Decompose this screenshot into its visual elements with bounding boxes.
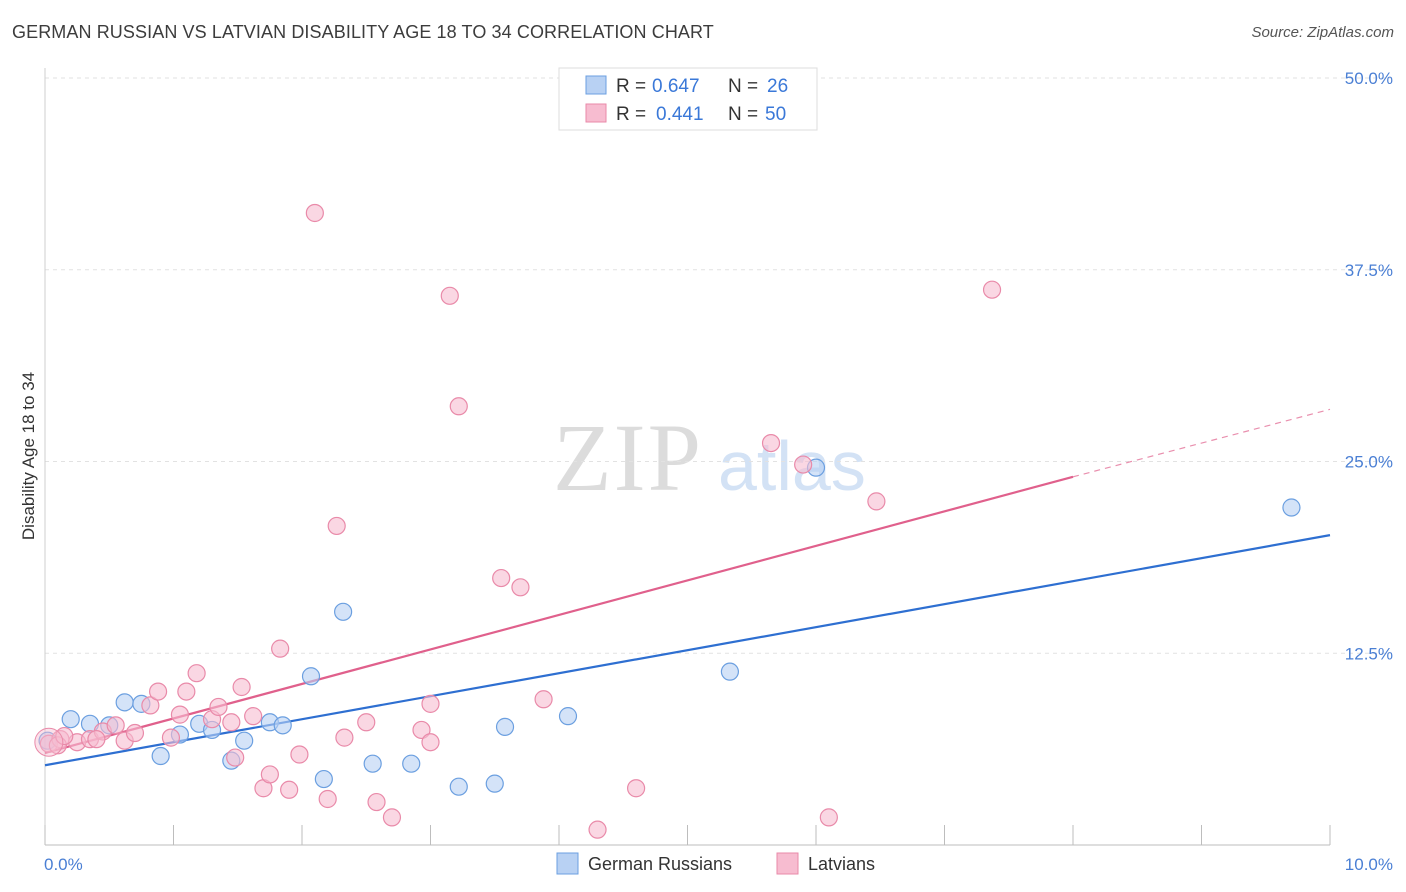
point-latvians-41 (626, 779, 646, 798)
point-german-russians-15 (314, 769, 333, 789)
point-latvians-32 (412, 720, 431, 740)
bottom-legend-swatch-latvians (776, 852, 799, 875)
legend-r-value-1: 0.647 (652, 76, 700, 97)
point-german-russians-11 (235, 731, 254, 750)
point-latvians-16 (222, 713, 241, 732)
bottom-legend: German Russians Latvians (556, 852, 875, 875)
point-latvians-15 (209, 697, 228, 717)
point-latvians-36 (449, 397, 468, 416)
point-latvians-31 (382, 808, 402, 827)
legend-swatch-latvians (585, 103, 607, 123)
legend-swatch-german-russians (585, 75, 607, 95)
point-latvians-39 (534, 690, 553, 709)
point-latvians-26 (318, 789, 337, 809)
legend-r-label-1: R = (616, 76, 646, 97)
chart-source: Source: ZipAtlas.com (1251, 24, 1394, 41)
point-latvians-38 (511, 578, 530, 597)
point-latvians-9 (148, 682, 168, 701)
point-latvians-13 (187, 664, 206, 683)
gridlines (45, 77, 1392, 654)
trend-line-german-russians (44, 534, 1331, 767)
point-latvians-12 (177, 682, 196, 701)
point-german-russians-20 (485, 774, 504, 793)
watermark-atlas: atlas (718, 427, 866, 505)
legend-n-label-1: N = (728, 76, 758, 97)
x-tick-label-0: 0.0% (44, 855, 83, 874)
trend-line-latvians-extension (1072, 408, 1331, 478)
point-latvians-7 (125, 723, 145, 743)
point-german-russians-4 (115, 693, 134, 712)
legend-r-value-2: 0.441 (656, 104, 704, 125)
point-latvians-42 (761, 433, 781, 453)
y-axis-label: Disability Age 18 to 34 (19, 372, 38, 540)
point-latvians-23 (280, 780, 299, 799)
point-german-russians-14 (301, 667, 321, 686)
legend-n-value-2: 50 (765, 104, 786, 125)
point-german-russians-21 (495, 717, 515, 736)
axes (44, 68, 1331, 846)
point-latvians-46 (982, 280, 1002, 299)
y-tick-labels: 12.5% 25.0% 37.5% 50.0% (1345, 69, 1393, 663)
point-latvians-45 (867, 492, 886, 511)
y-tick-label-1: 25.0% (1345, 453, 1393, 472)
point-german-russians-17 (363, 754, 382, 773)
bottom-legend-swatch-german-russians (556, 852, 579, 875)
point-latvians-30 (367, 792, 386, 812)
bottom-legend-label-latvians: Latvians (808, 854, 875, 874)
point-latvians-35 (440, 286, 459, 305)
point-german-russians-18 (402, 754, 421, 773)
point-latvians-33 (421, 694, 440, 713)
point-german-russians-13 (273, 716, 292, 735)
point-latvians-34 (421, 733, 440, 752)
point-latvians-19 (244, 707, 263, 726)
y-tick-label-3: 50.0% (1345, 69, 1393, 88)
trend-line-latvians (44, 475, 1074, 755)
point-latvians-25 (305, 203, 324, 223)
point-german-russians-6 (151, 746, 170, 766)
y-tick-label-0: 12.5% (1345, 644, 1393, 663)
point-latvians-37 (492, 568, 511, 588)
chart-title: GERMAN RUSSIAN VS LATVIAN DISABILITY AGE… (12, 22, 714, 42)
point-latvians-27 (327, 516, 346, 536)
point-latvians-11 (170, 705, 190, 724)
bottom-legend-label-german-russians: German Russians (588, 854, 732, 874)
point-latvians-48 (87, 730, 106, 749)
x-tick-labels: 0.0% 10.0% (44, 855, 1393, 874)
point-latvians-49 (55, 726, 74, 746)
x-tick-label-1: 10.0% (1345, 855, 1393, 874)
legend-r-label-2: R = (616, 104, 646, 125)
point-german-russians-1 (61, 710, 80, 729)
point-latvians-29 (357, 713, 376, 732)
point-cluster-origin (34, 727, 64, 757)
point-german-russians-22 (558, 707, 578, 726)
point-latvians-28 (335, 728, 354, 747)
point-german-russians-25 (1282, 498, 1301, 517)
point-german-russians-16 (334, 602, 353, 621)
data-points (34, 203, 1301, 839)
point-german-russians-19 (449, 777, 468, 796)
point-latvians-17 (226, 748, 245, 767)
point-latvians-8 (141, 696, 160, 715)
legend-n-value-1: 26 (767, 76, 788, 97)
point-latvians-5 (106, 716, 125, 735)
y-tick-label-2: 37.5% (1345, 261, 1393, 280)
watermark-zip: ZIP (553, 404, 703, 511)
top-legend: R = 0.647 N = 26 R = 0.441 N = 50 (558, 67, 818, 131)
point-german-russians-23 (720, 662, 740, 681)
point-latvians-24 (290, 745, 309, 764)
legend-n-label-2: N = (728, 104, 758, 125)
point-latvians-43 (794, 455, 813, 474)
point-latvians-44 (819, 808, 838, 827)
point-latvians-22 (271, 639, 290, 658)
point-latvians-10 (161, 728, 181, 747)
point-latvians-21 (260, 765, 279, 784)
point-latvians-18 (232, 677, 251, 697)
point-latvians-40 (588, 820, 607, 839)
